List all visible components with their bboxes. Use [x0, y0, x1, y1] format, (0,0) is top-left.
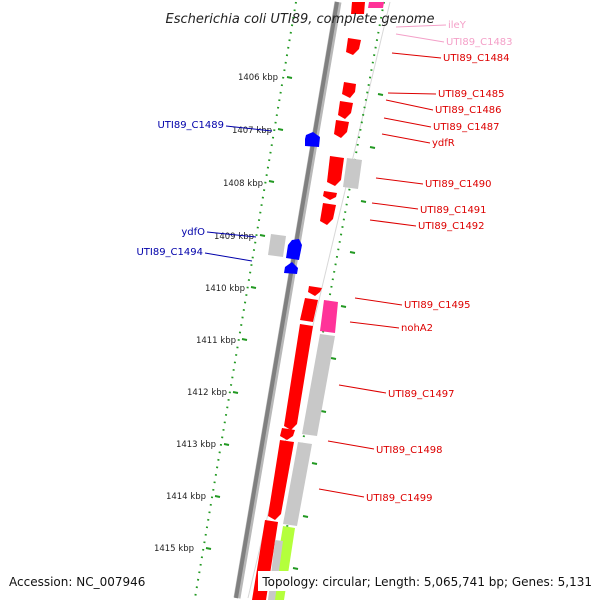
- gene-nohA2-feature[interactable]: [320, 300, 338, 333]
- ruler-label: 1413 kbp: [176, 440, 216, 450]
- leader-UTI89_C1495: [354, 297, 403, 306]
- gene-ydfO-feature[interactable]: [268, 234, 286, 257]
- ruler-tick: [205, 547, 212, 550]
- ruler-tick: [349, 251, 356, 254]
- ruler-ticks: [205, 76, 384, 570]
- leader-UTI89_C1484: [391, 52, 442, 59]
- genome-summary-text: Topology: circular; Length: 5,065,741 bp…: [261, 575, 592, 589]
- footer-summary-bg: [258, 571, 598, 591]
- gene-label[interactable]: ileY: [448, 20, 467, 31]
- gene-labels: ileY UTI89_C1483 UTI89_C1484 UTI89_C1485…: [136, 20, 512, 504]
- gene-ileY-feature[interactable]: [368, 2, 384, 8]
- leader-UTI89_C1494: [204, 252, 253, 262]
- gene-label[interactable]: ydfO: [181, 227, 205, 238]
- gene-label[interactable]: nohA2: [401, 323, 433, 334]
- backbone: [234, 1, 339, 599]
- ruler-tick: [369, 146, 376, 149]
- ruler-label: 1406 kbp: [238, 73, 278, 83]
- ruler-tick: [223, 443, 230, 446]
- gene-label[interactable]: UTI89_C1483: [446, 37, 513, 48]
- ruler-tick: [302, 515, 309, 518]
- leader-UTI89_C1487: [383, 117, 432, 128]
- ruler-tick: [340, 305, 347, 308]
- gene-label[interactable]: UTI89_C1485: [438, 89, 505, 100]
- gene-label[interactable]: UTI89_C1489: [157, 120, 224, 131]
- ruler-label: 1408 kbp: [223, 179, 263, 189]
- leader-UTI89_C1497: [338, 384, 387, 394]
- gene-top-red-feature[interactable]: [351, 2, 365, 14]
- leader-ydfO: [206, 231, 257, 238]
- gene-label[interactable]: UTI89_C1484: [443, 53, 510, 64]
- leader-UTI89_C1486: [385, 99, 434, 111]
- gene-UTI89_C1491-arrow[interactable]: [323, 191, 337, 200]
- leader-UTI89_C1499: [318, 488, 365, 498]
- gene-UTI89_C1494b-arrow[interactable]: [284, 262, 298, 274]
- ruler-label: 1410 kbp: [205, 284, 245, 294]
- ruler-label: 1411 kbp: [196, 336, 236, 346]
- gene-UTI89_C1492-arrow[interactable]: [320, 203, 336, 225]
- gene-UTI89_C1495-arrow[interactable]: [308, 286, 322, 296]
- gene-label[interactable]: UTI89_C1490: [425, 179, 492, 190]
- ruler-tick: [250, 286, 257, 289]
- map-title: Escherichia coli UTI89, complete genome: [166, 12, 435, 27]
- leader-UTI89_C1491: [371, 202, 419, 210]
- gene-label[interactable]: UTI89_C1491: [420, 205, 487, 216]
- ruler-tick: [232, 391, 239, 394]
- gene-label[interactable]: UTI89_C1498: [376, 445, 443, 456]
- gene-UTI89_C1484-arrow[interactable]: [346, 38, 361, 55]
- ruler-tick: [377, 93, 384, 96]
- gene-ydfR-arrow[interactable]: [327, 156, 344, 186]
- leader-UTI89_C1485: [387, 92, 437, 95]
- leader-nohA2: [349, 321, 400, 329]
- gene-label[interactable]: UTI89_C1492: [418, 221, 485, 232]
- gene-UTI89_C1494-arrow[interactable]: [286, 239, 302, 260]
- gene-UTI89_C1489-arrow[interactable]: [305, 132, 320, 147]
- ruler-label: 1409 kbp: [214, 232, 254, 242]
- ruler-label: 1414 kbp: [166, 492, 206, 502]
- gene-label[interactable]: UTI89_C1495: [404, 300, 471, 311]
- leader-ydfR: [381, 133, 431, 144]
- ruler-label: 1407 kbp: [232, 126, 272, 136]
- ruler-tick: [214, 495, 221, 498]
- ruler-tick: [268, 180, 275, 183]
- gene-UTI89_C1496-arrow[interactable]: [300, 298, 318, 322]
- ruler-label: 1412 kbp: [187, 388, 227, 398]
- gene-UTI89_C1490-feature[interactable]: [343, 158, 362, 189]
- accession-text: Accession: NC_007946: [9, 575, 145, 589]
- leader-UTI89_C1489: [225, 125, 273, 132]
- gene-label[interactable]: UTI89_C1499: [366, 493, 433, 504]
- leader-UTI89_C1498: [327, 440, 375, 450]
- ruler-tick: [360, 200, 367, 203]
- gene-label[interactable]: UTI89_C1487: [433, 122, 500, 133]
- gene-label[interactable]: UTI89_C1494: [136, 247, 203, 258]
- ruler-tick: [241, 338, 248, 341]
- ruler-tick: [259, 234, 266, 237]
- ruler-tick: [311, 462, 318, 465]
- gene-UTI89_C1487-arrow[interactable]: [334, 120, 349, 138]
- gene-UTI89_C1498-arrow[interactable]: [280, 428, 295, 440]
- ruler-tick: [320, 410, 327, 413]
- ruler-labels: 1406 kbp 1407 kbp 1408 kbp 1409 kbp 1410…: [154, 73, 278, 554]
- leader-UTI89_C1492: [369, 219, 417, 227]
- footer-accession-bg: [4, 571, 146, 591]
- gene-label[interactable]: UTI89_C1497: [388, 389, 455, 400]
- gene-label[interactable]: UTI89_C1486: [435, 105, 502, 116]
- ruler-tick: [286, 76, 293, 79]
- gene-UTI89_C1486-arrow[interactable]: [338, 101, 353, 119]
- gene-label[interactable]: ydfR: [432, 138, 455, 149]
- leader-ileY: [395, 24, 447, 28]
- label-leaders: [204, 24, 447, 498]
- ruler-label: 1415 kbp: [154, 544, 194, 554]
- leader-UTI89_C1483: [395, 33, 445, 43]
- ruler-tick: [330, 357, 337, 360]
- gene-UTI89_C1497-feature[interactable]: [302, 334, 335, 436]
- ruler-tick: [292, 567, 299, 570]
- ruler-tick: [277, 128, 284, 131]
- gene-UTI89_C1498b-arrow[interactable]: [268, 440, 294, 520]
- gene-UTI89_C1497-arrow[interactable]: [284, 324, 313, 430]
- gene-UTI89_C1485-arrow[interactable]: [342, 82, 356, 98]
- gene-UTI89_C1498-feature[interactable]: [283, 442, 312, 526]
- leader-UTI89_C1490: [375, 177, 424, 185]
